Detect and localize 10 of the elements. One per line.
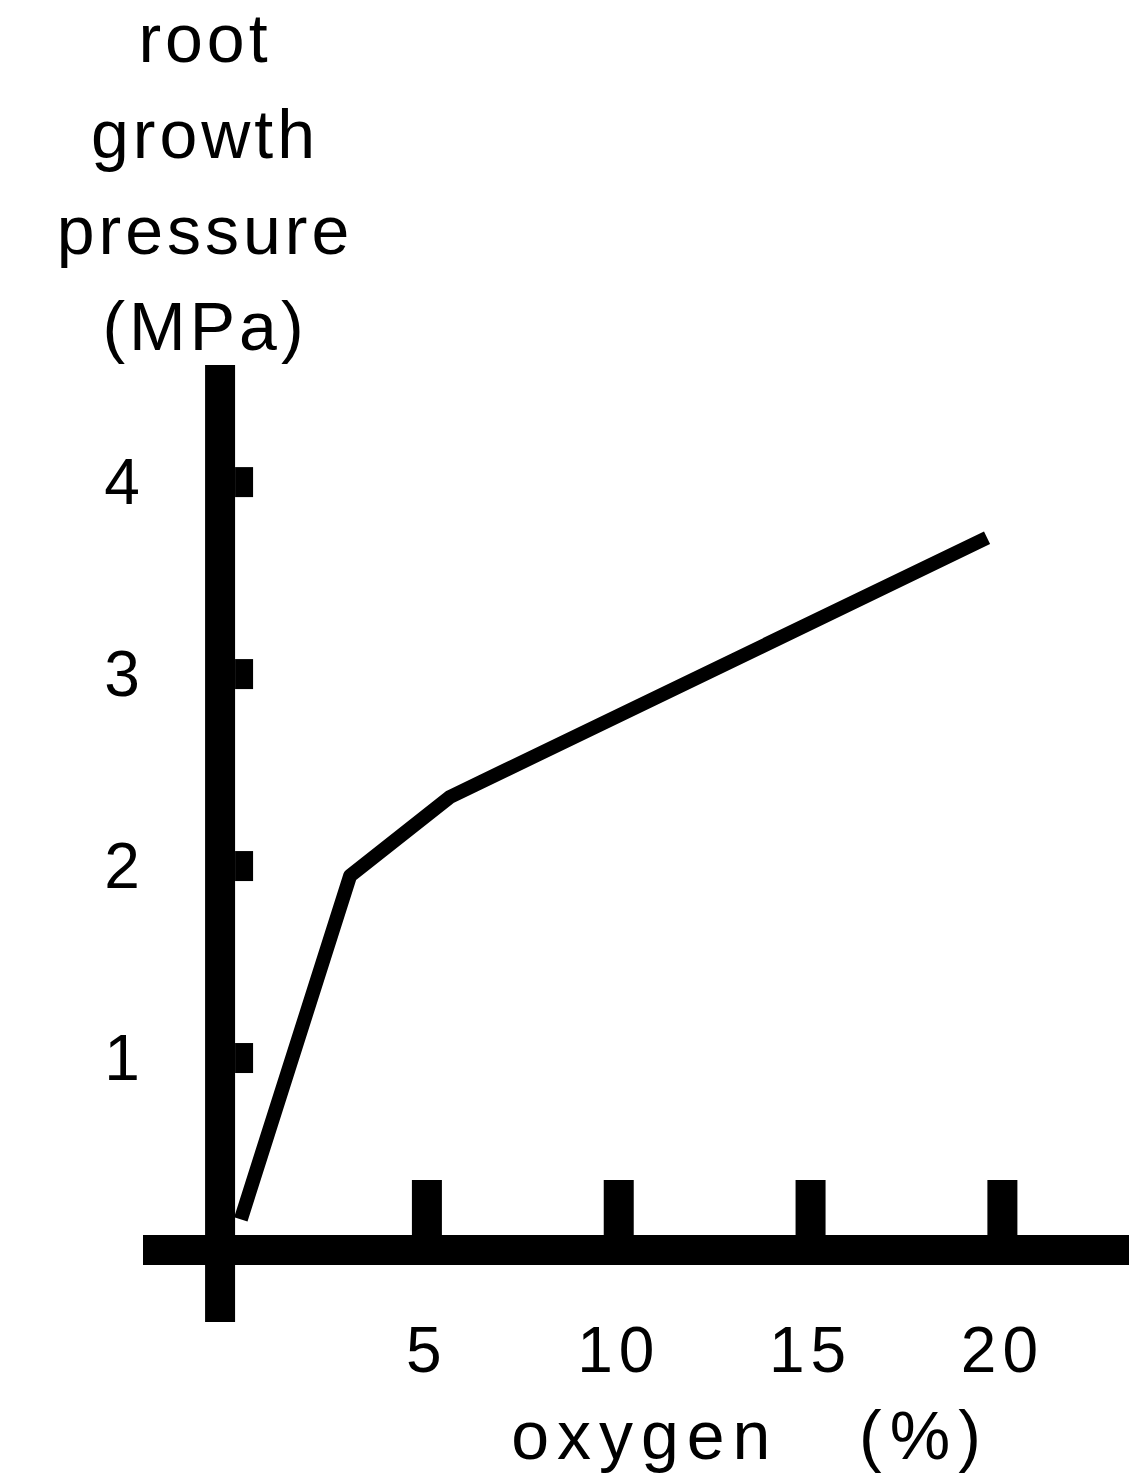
y-tick-label: 3 — [104, 638, 140, 711]
x-tick-label: 5 — [406, 1314, 448, 1386]
x-tick-label: 10 — [577, 1314, 661, 1386]
y-tick-label: 1 — [104, 1022, 140, 1095]
x-axis-title: oxygen (%) — [511, 1397, 989, 1473]
x-tick-label: 15 — [768, 1314, 853, 1386]
y-axis-title: root growth pressure (MPa) — [56, 0, 354, 364]
y-tick-label: 4 — [104, 446, 140, 519]
x-tick-label: 20 — [960, 1314, 1044, 1386]
y-tick-label: 2 — [104, 830, 140, 903]
